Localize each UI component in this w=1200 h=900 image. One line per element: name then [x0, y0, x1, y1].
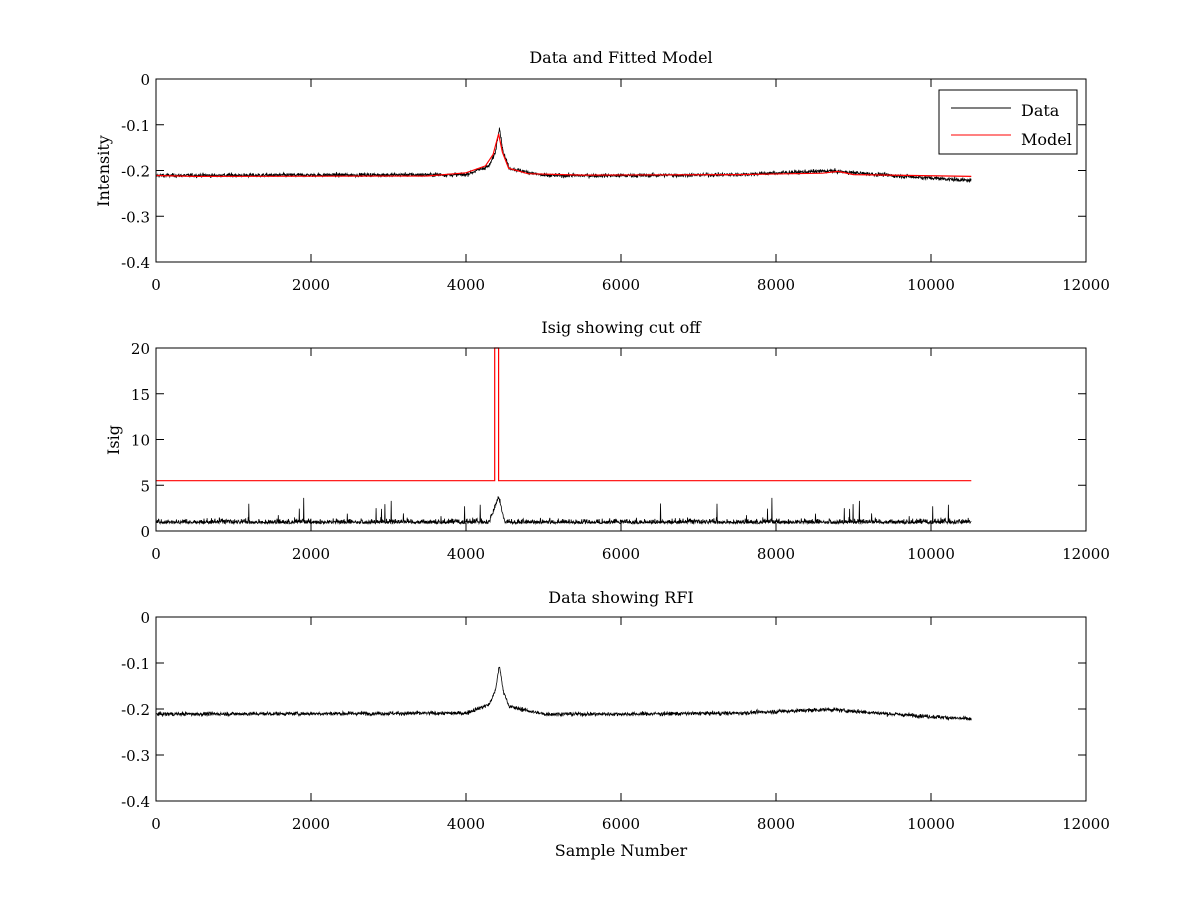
y-tick-label: 0: [140, 609, 150, 627]
x-tick-label: 2000: [292, 276, 330, 294]
x-tick-label: 12000: [1062, 815, 1110, 833]
y-tick-label: -0.2: [121, 163, 150, 181]
panel-isig-showing-cut-off: Isig showing cut off Isig 0 2000 4000 6000 8…: [104, 318, 1110, 563]
panel-3-xlabel: Sample Number: [555, 841, 688, 860]
y-tick-label: 20: [131, 340, 150, 358]
x-tick-label: 4000: [447, 545, 485, 563]
panel-2-axes-box: [155, 347, 1087, 532]
panel-2-ylabel: Isig: [104, 425, 123, 455]
x-tick-label: 0: [151, 545, 161, 563]
x-tick-label: 8000: [757, 545, 795, 563]
panel-3-yticks: -0.4 -0.3 -0.2 -0.1 0: [121, 609, 1086, 811]
panel-1-title: Data and Fitted Model: [529, 48, 712, 67]
panel-3-series: [155, 666, 972, 721]
series-line-model: [155, 133, 972, 178]
panel-1-yticks: -0.4 -0.3 -0.2 -0.1 0: [121, 71, 1086, 272]
y-tick-label: -0.2: [121, 701, 150, 719]
x-tick-label: 2000: [292, 545, 330, 563]
y-tick-label: 0: [140, 71, 150, 89]
panel-2-title: Isig showing cut off: [541, 318, 702, 337]
y-tick-label: -0.4: [121, 254, 150, 272]
y-tick-label: 0: [140, 523, 150, 541]
panel-1-ylabel: Intensity: [94, 135, 113, 207]
legend-label-model: Model: [1021, 130, 1072, 149]
series-line-data: [155, 496, 972, 526]
y-tick-label: 10: [131, 432, 150, 450]
legend-box: [938, 89, 1078, 155]
panel-2-xticks: 0 2000 4000 6000 8000 10000 12000: [151, 348, 1110, 563]
panel-3-title: Data showing RFI: [548, 588, 693, 607]
legend-label-data: Data: [1021, 101, 1060, 120]
x-tick-label: 0: [151, 276, 161, 294]
panel-data-showing-rfi: Data showing RFI Sample Number 0 2000 4000…: [121, 588, 1110, 860]
x-tick-label: 6000: [602, 815, 640, 833]
x-tick-label: 8000: [757, 276, 795, 294]
x-tick-label: 6000: [602, 276, 640, 294]
y-tick-label: -0.1: [121, 117, 150, 135]
x-tick-label: 10000: [907, 276, 955, 294]
y-tick-label: -0.3: [121, 747, 150, 765]
panel-3-axes-box: [155, 616, 1087, 802]
x-tick-label: 4000: [447, 815, 485, 833]
series-line-data: [155, 666, 972, 721]
x-tick-label: 10000: [907, 545, 955, 563]
y-tick-label: -0.4: [121, 793, 150, 811]
x-tick-label: 10000: [907, 815, 955, 833]
panel-3-xticks: 0 2000 4000 6000 8000 10000 12000: [151, 617, 1110, 833]
x-tick-label: 6000: [602, 545, 640, 563]
legend: Data Model: [938, 89, 1078, 155]
x-tick-label: 0: [151, 815, 161, 833]
y-tick-label: -0.3: [121, 208, 150, 226]
panel-1-axes-box: [155, 78, 1087, 263]
y-tick-label: -0.1: [121, 655, 150, 673]
x-tick-label: 2000: [292, 815, 330, 833]
panel-1-series: [155, 127, 972, 183]
y-tick-label: 5: [140, 477, 150, 495]
panel-data-and-fitted-model: Data and Fitted Model Intensity 0 2000 400…: [94, 48, 1110, 294]
y-tick-label: 15: [131, 386, 150, 404]
panel-2-yticks: 0 5 10 15 20: [131, 340, 1086, 541]
x-tick-label: 12000: [1062, 276, 1110, 294]
x-tick-label: 12000: [1062, 545, 1110, 563]
x-tick-label: 4000: [447, 276, 485, 294]
x-tick-label: 8000: [757, 815, 795, 833]
panel-1-xticks: 0 2000 4000 6000 8000 10000 12000: [151, 79, 1110, 294]
